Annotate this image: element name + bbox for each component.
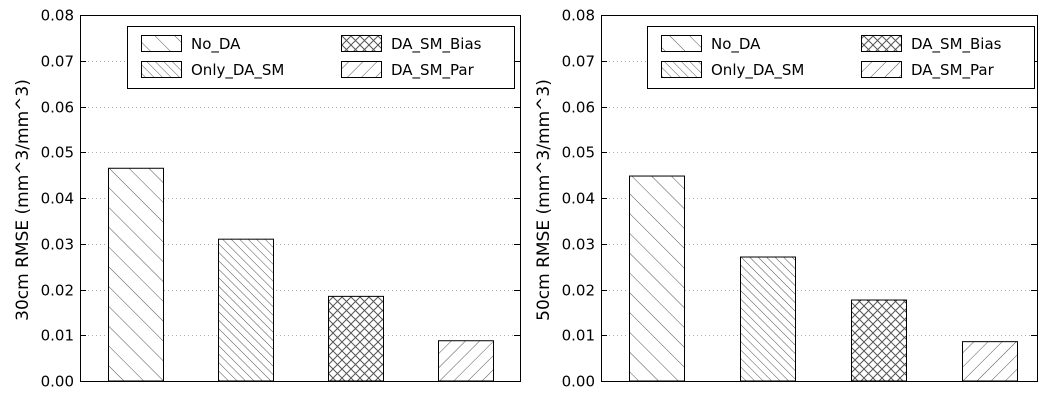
legend-label: No_DA — [191, 35, 241, 54]
bar-da-sm-par — [438, 340, 494, 382]
legend-label: DA_SM_Bias — [911, 35, 1002, 54]
legend-label: Only_DA_SM — [191, 61, 284, 80]
chart-panel-30cm: 30cm RMSE (mm^3/mm^3) 0.000.010.020.030.… — [13, 7, 521, 391]
y-tick-label: 0.06 — [562, 99, 595, 117]
bar-no-da — [629, 175, 685, 382]
legend-swatch — [141, 35, 182, 52]
y-axis-ticks: 0.00 0.01 0.02 0.03 0.04 0.05 0.06 0.07 0.08 — [562, 7, 1037, 391]
y-tick-label: 0.08 — [562, 7, 595, 25]
y-axis-title: 50cm RMSE (mm^3/mm^3) — [534, 79, 554, 321]
y-axis-ticks: 0.00 0.01 0.02 0.03 0.04 0.05 0.06 0.07 0.08 — [41, 7, 520, 391]
y-tick-label: 0.07 — [562, 53, 595, 71]
bar-only-da-sm — [218, 238, 274, 382]
legend-swatch — [141, 61, 182, 78]
y-tick-label: 0.03 — [562, 236, 595, 254]
y-tick-label: 0.07 — [41, 53, 74, 71]
legend: No_DA Only_DA_SM DA_SM_Bias DA_SM_Par — [127, 26, 515, 89]
y-tick-label: 0.05 — [562, 144, 595, 162]
y-tick-label: 0.05 — [41, 144, 74, 162]
legend-label: DA_SM_Par — [391, 61, 475, 80]
y-tick-label: 0.08 — [41, 7, 74, 25]
legend-swatch — [341, 35, 382, 52]
bar-da-sm-bias — [851, 299, 907, 382]
legend-label: DA_SM_Bias — [391, 35, 482, 54]
bar-da-sm-bias — [328, 295, 384, 382]
bar-only-da-sm — [740, 256, 796, 382]
legend-box — [127, 26, 515, 89]
legend-swatch — [861, 35, 902, 52]
legend-label: Only_DA_SM — [711, 61, 804, 80]
y-tick-label: 0.04 — [41, 190, 74, 208]
legend-label: DA_SM_Par — [911, 61, 995, 80]
y-tick-label: 0.06 — [41, 99, 74, 117]
y-tick-label: 0.00 — [41, 373, 74, 391]
y-tick-label: 0.00 — [562, 373, 595, 391]
legend-swatch — [661, 61, 702, 78]
bar-da-sm-par — [962, 341, 1018, 382]
y-tick-label: 0.03 — [41, 236, 74, 254]
legend: No_DA Only_DA_SM DA_SM_Bias DA_SM_Par — [647, 26, 1035, 89]
bars — [108, 167, 494, 382]
legend-swatch — [861, 61, 902, 78]
y-tick-label: 0.01 — [41, 327, 74, 345]
legend-swatch — [341, 61, 382, 78]
legend-swatch — [661, 35, 702, 52]
y-tick-label: 0.04 — [562, 190, 595, 208]
chart-panel-50cm: 50cm RMSE (mm^3/mm^3) 0.000.010.020.030.… — [534, 7, 1038, 391]
y-tick-label: 0.02 — [562, 282, 595, 300]
legend-label: No_DA — [711, 35, 761, 54]
legend-box — [647, 26, 1035, 89]
bar-no-da — [108, 167, 164, 382]
y-tick-label: 0.02 — [41, 282, 74, 300]
y-tick-label: 0.01 — [562, 327, 595, 345]
y-axis-title: 30cm RMSE (mm^3/mm^3) — [13, 79, 33, 321]
bars — [629, 175, 1018, 382]
